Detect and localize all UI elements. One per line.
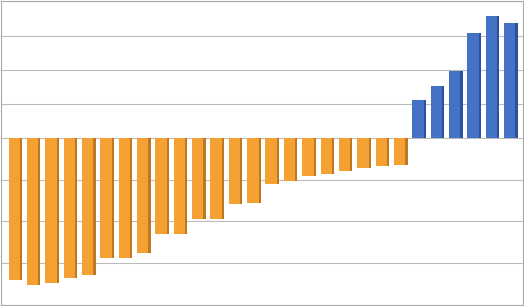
Bar [442, 86, 444, 138]
Bar [516, 23, 518, 138]
Bar [20, 138, 22, 280]
Bar [266, 138, 277, 184]
Bar [350, 138, 353, 171]
Bar [321, 138, 332, 174]
Bar [467, 33, 479, 138]
Bar [229, 138, 240, 204]
Bar [313, 138, 316, 176]
Bar [137, 138, 148, 253]
Bar [302, 138, 313, 176]
Bar [174, 138, 185, 234]
Bar [82, 138, 93, 275]
Bar [258, 138, 261, 203]
Bar [431, 86, 442, 138]
Bar [27, 138, 38, 285]
Bar [203, 138, 205, 219]
Bar [368, 138, 371, 168]
Bar [156, 138, 167, 234]
Bar [118, 138, 130, 258]
Bar [424, 100, 426, 138]
Bar [75, 138, 77, 278]
Bar [376, 138, 387, 166]
Bar [167, 138, 169, 234]
Bar [112, 138, 114, 258]
Bar [45, 138, 57, 283]
Bar [387, 138, 389, 166]
Bar [479, 33, 481, 138]
Bar [8, 138, 20, 280]
Bar [277, 138, 279, 184]
Bar [461, 71, 463, 138]
Bar [240, 138, 243, 204]
Bar [406, 138, 408, 165]
Bar [148, 138, 150, 253]
Bar [100, 138, 112, 258]
Bar [497, 16, 499, 138]
Bar [130, 138, 132, 258]
Bar [247, 138, 258, 203]
Bar [211, 138, 222, 219]
Bar [449, 71, 461, 138]
Bar [93, 138, 95, 275]
Bar [222, 138, 224, 219]
Bar [57, 138, 59, 283]
Bar [339, 138, 350, 171]
Bar [486, 16, 497, 138]
Bar [185, 138, 187, 234]
Bar [38, 138, 40, 285]
Bar [412, 100, 424, 138]
Bar [332, 138, 334, 174]
Bar [295, 138, 298, 181]
Bar [394, 138, 406, 165]
Bar [284, 138, 295, 181]
Bar [63, 138, 75, 278]
Bar [192, 138, 203, 219]
Bar [357, 138, 368, 168]
Bar [504, 23, 516, 138]
